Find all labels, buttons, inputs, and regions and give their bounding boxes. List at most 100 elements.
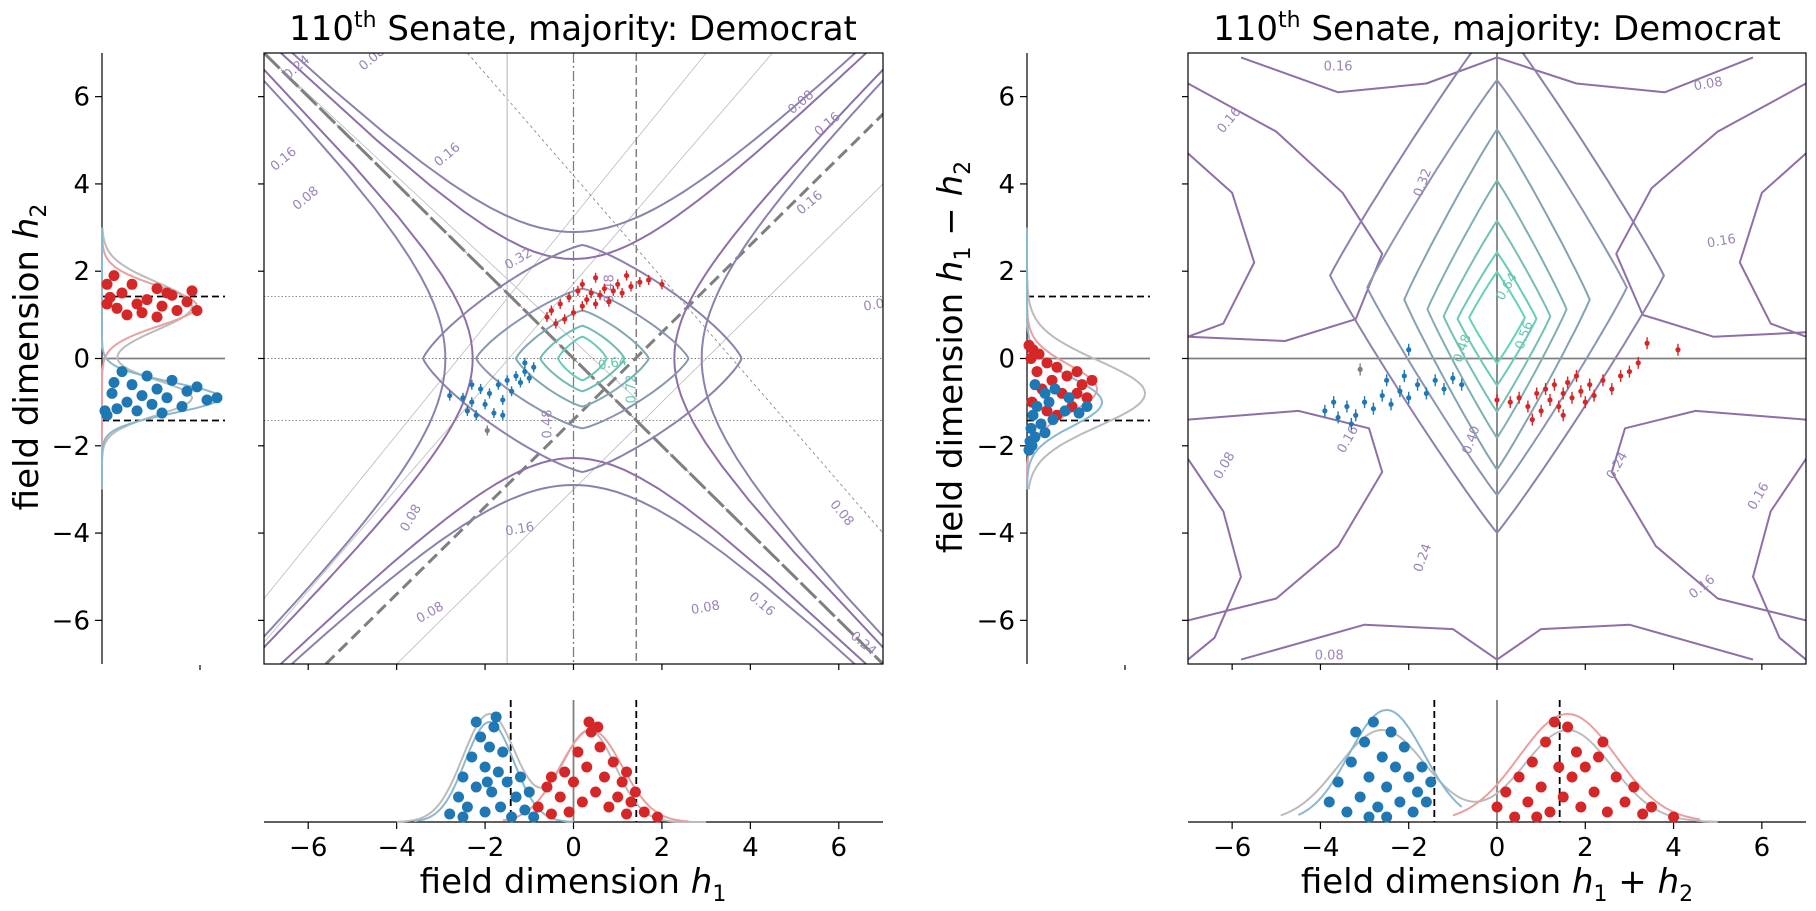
data-point xyxy=(186,285,198,297)
x-tick-label: 4 xyxy=(1665,833,1682,863)
data-point xyxy=(1420,796,1432,808)
contour-label: 0.16 xyxy=(1214,105,1244,137)
y-tick-label: −6 xyxy=(52,606,90,636)
data-point xyxy=(1416,761,1428,773)
data-point xyxy=(607,756,619,768)
data-point xyxy=(473,412,479,418)
data-point xyxy=(501,776,513,788)
data-point xyxy=(1423,390,1429,397)
title-sup: th xyxy=(354,8,377,33)
data-point xyxy=(566,294,572,300)
data-point xyxy=(470,781,482,793)
title-suffix: Senate, majority: Democrat xyxy=(1301,9,1781,49)
contour-line xyxy=(514,309,650,408)
contour-line xyxy=(1752,458,1806,661)
data-point xyxy=(1023,444,1035,456)
guide-line xyxy=(264,53,773,643)
data-point xyxy=(594,741,606,753)
data-point xyxy=(1039,387,1051,399)
data-point xyxy=(1513,771,1525,783)
data-point xyxy=(1628,781,1640,793)
data-point xyxy=(1441,386,1447,392)
contour-line xyxy=(264,79,447,639)
data-point xyxy=(108,377,120,389)
data-point xyxy=(544,314,550,320)
x-tick-label: −4 xyxy=(377,833,415,863)
data-point xyxy=(625,796,637,808)
contour-label: 0.08 xyxy=(1211,450,1238,483)
x-tick-label: −2 xyxy=(1390,833,1428,863)
contour-line xyxy=(1240,623,1754,661)
title-prefix: 110 xyxy=(289,9,354,49)
data-point xyxy=(1361,399,1368,405)
data-point xyxy=(1600,377,1606,383)
data-point xyxy=(488,721,500,733)
data-point xyxy=(1322,408,1328,414)
data-point xyxy=(1609,386,1615,392)
contour-line xyxy=(290,483,857,664)
contour-label: 0.64 xyxy=(597,354,628,374)
data-point xyxy=(131,405,143,417)
data-point xyxy=(545,808,557,820)
marginal-layer: 6 4 2 0 −2 −4 −6 6 4 2 0 −2 −4 −6 −6 −4 −2 0 2 4 6 −6 −4 −2 0 2 4 6 xyxy=(52,53,1806,863)
data-point xyxy=(111,403,123,415)
contour-line xyxy=(1610,409,1806,622)
data-point xyxy=(1525,403,1531,410)
data-point xyxy=(1071,366,1083,378)
data-point xyxy=(1491,801,1503,813)
data-point xyxy=(1031,366,1043,378)
data-point xyxy=(1556,403,1562,410)
data-point xyxy=(588,290,594,296)
data-point xyxy=(606,299,612,305)
data-point xyxy=(1560,412,1566,418)
data-point xyxy=(1063,392,1075,404)
y-tick-label: −4 xyxy=(977,519,1015,549)
data-point xyxy=(1081,401,1093,413)
data-point xyxy=(1425,776,1437,788)
contour-line xyxy=(1615,82,1806,338)
data-point xyxy=(1359,736,1371,748)
data-point xyxy=(1516,395,1522,401)
data-point xyxy=(1587,382,1593,388)
data-point xyxy=(532,801,544,813)
data-point xyxy=(1323,796,1335,808)
data-point xyxy=(1348,421,1354,427)
data-point xyxy=(1407,806,1419,818)
data-point xyxy=(1675,347,1681,353)
diag-line xyxy=(264,53,883,664)
contour-line xyxy=(1442,219,1552,414)
data-point xyxy=(1573,373,1580,379)
data-point xyxy=(541,781,553,793)
data-point xyxy=(151,383,163,395)
y-tick-label: −4 xyxy=(52,519,90,549)
data-point xyxy=(1363,811,1375,823)
y-tick-label: −2 xyxy=(977,432,1015,462)
right-main-plot: 0.160.080.160.320.640.560.480.400.240.16… xyxy=(1188,53,1806,664)
data-point xyxy=(1397,388,1403,394)
data-point xyxy=(191,304,203,316)
contour-label: 0.08 xyxy=(290,184,322,214)
data-point xyxy=(1646,801,1657,813)
data-point xyxy=(1049,383,1061,395)
data-point xyxy=(126,278,138,290)
data-point xyxy=(1644,340,1650,346)
data-point xyxy=(592,721,604,733)
data-point xyxy=(526,375,532,381)
data-point xyxy=(483,741,495,753)
data-point xyxy=(495,801,507,813)
data-point xyxy=(528,811,540,823)
marginal-x-plot xyxy=(1280,700,1718,823)
data-point xyxy=(1522,796,1534,808)
data-point xyxy=(460,395,466,401)
data-point xyxy=(201,394,213,406)
data-point xyxy=(1332,776,1344,788)
data-point xyxy=(1073,407,1085,419)
data-point xyxy=(151,283,163,295)
data-point xyxy=(495,382,501,388)
data-point xyxy=(621,808,633,820)
data-point xyxy=(619,290,625,296)
data-point xyxy=(479,806,491,818)
data-point xyxy=(126,379,138,391)
contour-label: 0.08 xyxy=(1315,649,1344,664)
